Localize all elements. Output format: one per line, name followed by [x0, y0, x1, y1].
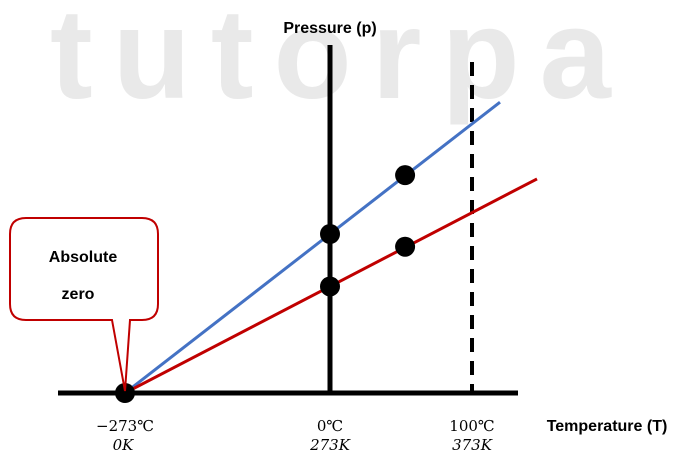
y-axis-label: Pressure (p)	[283, 20, 376, 37]
data-points	[115, 165, 416, 403]
tick-celsius-0: 0℃	[317, 417, 343, 435]
tick-kelvin-0: 0K	[113, 436, 135, 454]
data-point-series1-273K	[320, 224, 340, 244]
tick-kelvin-373: 373K	[452, 436, 493, 454]
callout-line2: zero	[62, 286, 95, 303]
tick-celsius-100: 100℃	[449, 417, 494, 435]
data-point-series2-273K	[320, 276, 340, 297]
data-point-series1-373K	[395, 165, 416, 186]
watermark-text: tutorpa	[50, 0, 631, 126]
x-axis-label: Temperature (T)	[547, 418, 668, 435]
series-line-blue	[124, 100, 501, 395]
absolute-zero-callout	[9, 217, 159, 392]
callout-line1: Absolute	[49, 249, 118, 266]
data-point-series2-373K	[395, 236, 416, 257]
data-point-series1-0K	[115, 383, 135, 403]
tick-kelvin-273: 273K	[309, 436, 351, 454]
tick-celsius-minus273: −273℃	[96, 417, 154, 435]
